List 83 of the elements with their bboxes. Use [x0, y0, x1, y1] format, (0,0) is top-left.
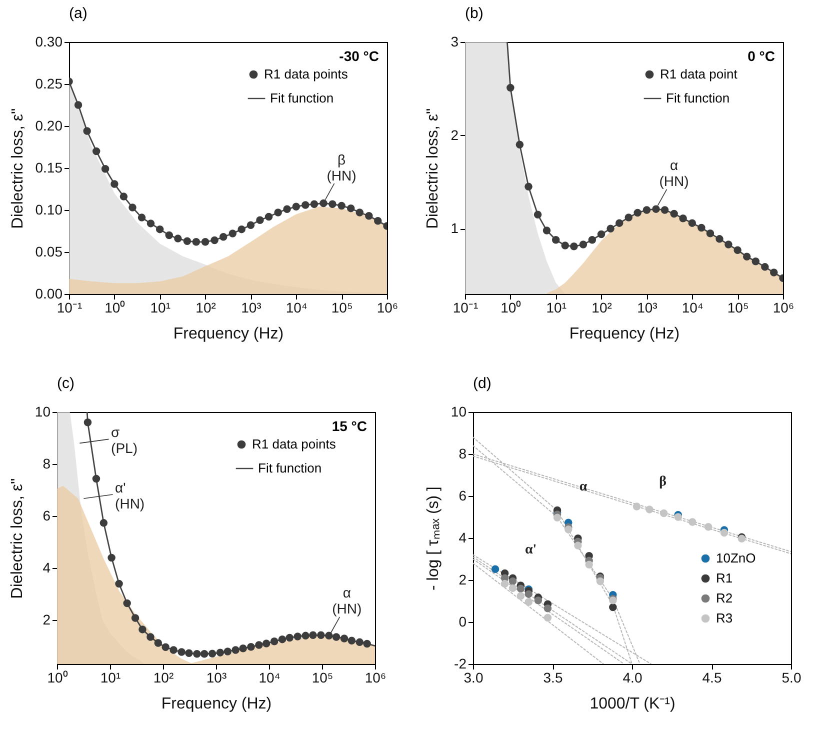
- x-axis-title: Frequency (Hz): [569, 326, 680, 342]
- y-axis-title: Dielectric loss, ε": [9, 108, 26, 229]
- legend-label: Fit function: [258, 460, 322, 476]
- y-tick-label: 2: [458, 572, 467, 588]
- y-tick-label: 0.00: [35, 286, 63, 302]
- y-axis-title: - log [ τₘₐₓ (s) ]: [424, 486, 442, 590]
- chart-title: (c): [57, 375, 74, 392]
- annotation: 0 °C: [748, 48, 775, 64]
- y-tick-label: 1: [450, 220, 459, 236]
- legend-label: R3: [716, 610, 733, 626]
- y-tick-label: 10: [34, 404, 51, 420]
- chart-title: (b): [465, 5, 484, 22]
- y-tick-label: 0.30: [35, 34, 63, 50]
- y-tick-label: 0: [458, 614, 467, 630]
- annotation: -30 °C: [339, 48, 379, 64]
- x-tick-label: 3.0: [464, 670, 484, 686]
- x-axis-title: 1000/T (K⁻¹): [590, 696, 676, 712]
- x-tick-label: 10⁰: [104, 300, 126, 316]
- legend-label: Fit function: [666, 90, 730, 106]
- legend-label: R2: [716, 590, 733, 606]
- y-tick-label: 10: [450, 404, 467, 420]
- y-tick-label: 8: [42, 455, 51, 472]
- x-tick-label: 10⁵: [312, 670, 334, 686]
- x-tick-label: 4.0: [622, 670, 642, 686]
- y-axis-title: Dielectric loss, ε": [8, 478, 26, 599]
- x-tick-label: 10³: [206, 670, 227, 686]
- annotation: α': [524, 542, 537, 558]
- y-tick-label: 0.25: [35, 76, 63, 92]
- annotation: β: [659, 474, 666, 490]
- x-tick-label: 10⁻¹: [452, 300, 478, 316]
- y-tick-label: 0.20: [35, 118, 63, 134]
- x-tick-label: 5.0: [782, 670, 802, 686]
- x-tick-label: 4.5: [702, 670, 722, 686]
- y-tick-label: 8: [458, 446, 467, 462]
- x-tick-label: 3.5: [543, 670, 563, 686]
- legend-label: Fit function: [270, 90, 334, 106]
- legend-label: R1 data point: [660, 66, 738, 82]
- y-tick-label: 2: [42, 611, 51, 628]
- x-tick-label: 10¹: [150, 300, 171, 316]
- x-tick-label: 10⁻¹: [56, 300, 82, 316]
- legend-label: R1: [716, 570, 733, 586]
- y-tick-label: 4: [458, 530, 467, 546]
- annotation: α: [579, 479, 588, 494]
- annotation: 15 °C: [332, 418, 367, 434]
- x-axis-title: Frequency (Hz): [161, 696, 272, 712]
- chart-title: (a): [69, 5, 88, 22]
- x-tick-label: 10¹: [546, 300, 567, 316]
- x-tick-label: 10⁵: [727, 300, 749, 316]
- y-axis-title: Dielectric loss, ε": [424, 108, 442, 229]
- y-tick-label: -2: [454, 656, 467, 672]
- legend-label: R1 data points: [264, 66, 348, 82]
- x-tick-label: 10⁶: [376, 300, 398, 316]
- y-tick-label: 3: [450, 34, 459, 50]
- y-tick-label: 0.05: [35, 244, 63, 260]
- y-tick-label: 0.10: [35, 202, 63, 218]
- x-tick-label: 10⁶: [772, 300, 794, 316]
- x-tick-label: 10⁵: [331, 300, 353, 316]
- x-tick-label: 10²: [592, 300, 612, 316]
- x-tick-label: 10²: [153, 670, 174, 686]
- x-tick-label: 10⁴: [258, 670, 280, 686]
- y-tick-label: 6: [458, 488, 467, 504]
- annotation: β (HN): [326, 151, 356, 184]
- legend-label: R1 data points: [252, 436, 336, 452]
- annotation: α (HN): [332, 584, 362, 617]
- chart-title: (d): [473, 375, 492, 392]
- x-tick-label: 10⁴: [286, 300, 308, 316]
- x-tick-label: 10⁰: [47, 670, 68, 686]
- x-tick-label: 10³: [637, 300, 658, 316]
- x-axis-title: Frequency (Hz): [173, 326, 284, 342]
- x-tick-label: 10¹: [100, 670, 121, 686]
- y-tick-label: 0.15: [35, 160, 63, 176]
- annotation: α' (HN): [115, 480, 145, 512]
- legend-label: 10ZnO: [716, 550, 756, 566]
- x-tick-label: 10⁶: [364, 670, 386, 686]
- y-tick-label: 4: [42, 559, 51, 576]
- x-tick-label: 10²: [196, 300, 216, 316]
- x-tick-label: 10⁴: [682, 300, 704, 316]
- x-tick-label: 10⁰: [500, 300, 522, 316]
- annotation: α (HN): [659, 157, 689, 190]
- x-tick-label: 10³: [241, 300, 262, 316]
- y-tick-label: 2: [450, 126, 459, 143]
- y-tick-label: 6: [42, 507, 51, 524]
- annotation: σ (PL): [111, 424, 138, 456]
